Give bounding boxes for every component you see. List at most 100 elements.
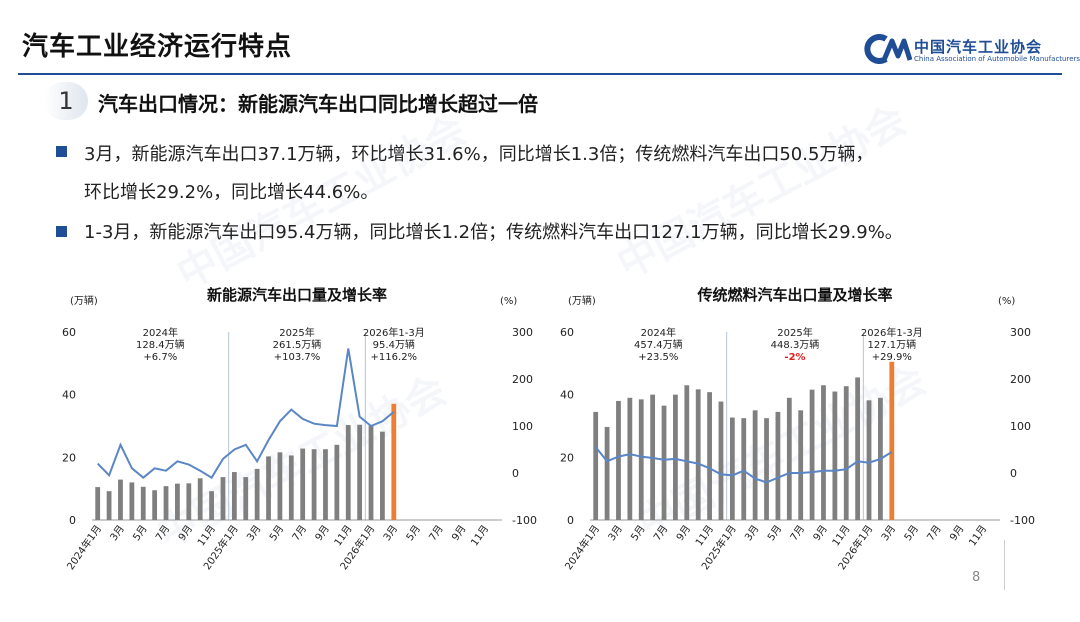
- left-tick-label: 40: [62, 389, 76, 402]
- ice-export-chart: 传统燃料汽车出口量及增长率 (万辆) (%) 0 20 40 60 -100 0 100 200 30…: [560, 286, 1035, 572]
- bar-2月: [380, 431, 385, 520]
- left-tick-label: 0: [567, 514, 574, 527]
- annotation-growth: +23.5%: [638, 352, 678, 363]
- bar-4月: [627, 397, 633, 520]
- annotation-growth: -2%: [784, 352, 805, 363]
- bar-2026年1月: [866, 400, 872, 520]
- bullet-2: 1-3月，新能源汽车出口95.4万辆，同比增长1.2倍；传统燃料汽车出口127.…: [84, 222, 903, 243]
- page-title: 汽车工业经济运行特点: [22, 32, 293, 62]
- left-tick-label: 20: [560, 451, 574, 464]
- bar-3月: [616, 400, 621, 520]
- annotation-growth: +29.9%: [872, 352, 912, 363]
- bar-3月: [391, 403, 397, 520]
- bar-4月: [129, 482, 135, 520]
- bar-9月: [186, 483, 192, 520]
- x-tick-label: 2024年1月: [64, 522, 104, 572]
- x-tick-label: 11月: [830, 523, 853, 549]
- annotation-period: 2026年1-3月: [363, 326, 425, 339]
- annotation-growth: +103.7%: [274, 352, 321, 363]
- bullet-square: [56, 146, 67, 157]
- right-tick-label: 300: [1010, 326, 1031, 339]
- x-tick-label: 7月: [290, 523, 309, 543]
- x-tick-label: 11月: [693, 523, 716, 549]
- x-tick-label: 11月: [967, 523, 990, 549]
- x-tick-label: 5月: [765, 523, 784, 543]
- x-tick-label: 5月: [130, 523, 149, 543]
- annotation-total: 457.4万辆: [634, 338, 683, 351]
- page-number: 8: [972, 570, 981, 585]
- right-tick-label: 100: [1010, 420, 1031, 433]
- x-tick-label: 5月: [628, 523, 647, 543]
- right-tick-label: 200: [512, 373, 533, 386]
- bar-2024年1月: [593, 411, 599, 520]
- x-tick-label: 7月: [925, 523, 944, 543]
- x-tick-label: 3月: [244, 523, 263, 543]
- x-tick-label: 5月: [902, 523, 921, 543]
- right-tick-label: 300: [512, 326, 533, 339]
- bar-8月: [809, 389, 815, 520]
- x-tick-label: 11月: [195, 523, 218, 549]
- bar-3月: [118, 479, 123, 520]
- chart-title: 传统燃料汽车出口量及增长率: [696, 286, 892, 304]
- bar-2024年1月: [95, 487, 101, 520]
- annotation-period: 2025年: [777, 326, 812, 339]
- watermark: 中国汽车工业协会: [609, 97, 914, 288]
- left-axis-unit: (万辆): [70, 294, 98, 307]
- x-tick-label: 9月: [947, 523, 966, 543]
- bar-11月: [345, 425, 351, 520]
- bar-8月: [175, 483, 180, 520]
- bar-2月: [741, 418, 747, 520]
- annotation-total: 95.4万辆: [373, 338, 415, 351]
- bar-12月: [220, 477, 226, 520]
- left-axis-unit: (万辆): [568, 294, 596, 307]
- bar-2月: [106, 491, 112, 520]
- bar-8月: [311, 449, 317, 520]
- bar-9月: [821, 385, 826, 520]
- x-tick-label: 2024年1月: [562, 522, 602, 572]
- x-tick-label: 3月: [879, 523, 898, 543]
- bar-7月: [300, 448, 306, 520]
- section-number: 1: [44, 82, 88, 120]
- left-tick-label: 20: [62, 451, 76, 464]
- bar-12月: [855, 377, 861, 520]
- annotation-total: 448.3万辆: [771, 338, 820, 351]
- bar-4月: [266, 456, 271, 520]
- bar-7月: [661, 405, 667, 520]
- bar-2026年1月: [368, 425, 374, 520]
- x-tick-label: 7月: [651, 523, 670, 543]
- right-tick-label: 0: [512, 467, 519, 480]
- bar-10月: [197, 478, 203, 520]
- bar-6月: [288, 455, 294, 520]
- x-tick-label: 7月: [153, 523, 172, 543]
- x-tick-label: 11月: [469, 523, 492, 549]
- bar-2025年1月: [231, 472, 237, 520]
- chart-title: 新能源汽车出口量及增长率: [207, 286, 387, 304]
- bar-7月: [163, 486, 169, 520]
- x-tick-label: 5月: [404, 523, 423, 543]
- x-tick-label: 3月: [108, 523, 127, 543]
- x-tick-label: 9月: [811, 523, 830, 543]
- bar-3月: [254, 468, 260, 520]
- annotation-total: 261.5万辆: [273, 338, 322, 351]
- bar-4月: [764, 418, 769, 520]
- bar-9月: [323, 449, 328, 520]
- annotation-total: 127.1万辆: [867, 338, 916, 351]
- bar-2月: [243, 477, 249, 520]
- bullet-1-line-2: 环比增长29.2%，同比增长44.6%。: [84, 182, 379, 203]
- bar-6月: [786, 397, 792, 520]
- annotation-period: 2026年1-3月: [861, 326, 923, 339]
- annotation-period: 2024年: [641, 326, 676, 339]
- bullet-square: [56, 226, 67, 237]
- caam-logo-icon: [864, 34, 913, 64]
- right-tick-label: -100: [512, 514, 537, 527]
- right-tick-label: 0: [1010, 467, 1017, 480]
- bar-5月: [775, 411, 781, 520]
- annotation-growth: +6.7%: [143, 352, 177, 363]
- bar-8月: [673, 394, 678, 520]
- left-tick-label: 60: [560, 326, 574, 339]
- x-tick-label: 9月: [313, 523, 332, 543]
- x-tick-label: 7月: [788, 523, 807, 543]
- section-title: 汽车出口情况：新能源汽车出口同比增长超过一倍: [98, 92, 538, 116]
- growth-rate-line: [594, 446, 893, 484]
- logo-text-cn: 中国汽车工业协会: [914, 38, 1043, 56]
